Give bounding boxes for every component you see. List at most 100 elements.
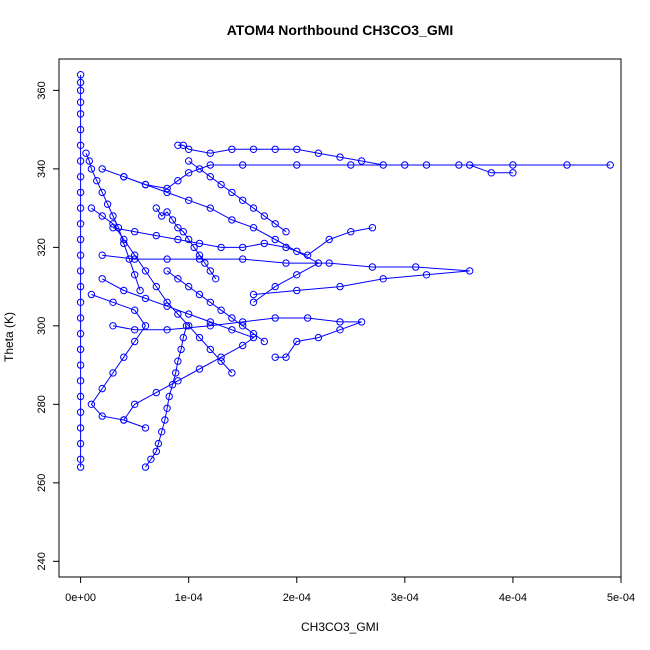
data-point (206, 161, 215, 169)
series-1 (76, 71, 85, 471)
data-point (76, 157, 85, 165)
data-point (314, 149, 323, 157)
data-point (76, 439, 85, 448)
x-tick-label: 0e+00 (65, 592, 96, 604)
data-point (466, 161, 474, 169)
data-point (185, 169, 193, 177)
data-point (185, 282, 193, 291)
data-point (179, 141, 188, 150)
series-13 (82, 149, 144, 295)
data-point (76, 392, 85, 401)
data-point (76, 235, 85, 244)
data-point (228, 145, 236, 154)
data-point (422, 271, 431, 279)
data-point (174, 275, 182, 283)
data-point (147, 455, 155, 463)
data-point (174, 310, 182, 318)
data-point (217, 180, 225, 189)
data-point (76, 251, 85, 259)
data-point (161, 416, 169, 424)
series-line (90, 294, 147, 429)
data-point (368, 224, 377, 232)
y-tick-label: 260 (36, 474, 48, 492)
x-axis: 0e+00 1e-04 2e-04 3e-04 4e-04 5e-04 (65, 576, 635, 604)
series-line (145, 325, 187, 468)
data-point (87, 204, 96, 212)
data-point (239, 322, 247, 330)
data-point (174, 357, 182, 365)
data-point (125, 255, 134, 263)
data-point (303, 314, 312, 322)
data-point (154, 439, 163, 448)
data-point (76, 204, 85, 212)
data-point (249, 298, 258, 306)
series-line (112, 227, 373, 256)
data-point (228, 314, 236, 322)
data-point (206, 318, 215, 326)
data-point (76, 361, 85, 369)
data-point (87, 290, 96, 299)
data-point (120, 173, 128, 181)
data-point (174, 235, 182, 244)
series-line (188, 160, 287, 233)
series-8 (87, 204, 236, 377)
data-point (76, 71, 85, 79)
y-tick-label: 300 (36, 317, 48, 335)
data-point (336, 153, 344, 161)
data-point (76, 220, 85, 228)
data-point (76, 345, 85, 354)
data-point (76, 173, 85, 181)
data-point (109, 212, 117, 220)
data-point (131, 228, 139, 236)
data-point (239, 243, 247, 252)
data-point (314, 259, 323, 267)
series-line (155, 207, 217, 280)
data-point (174, 177, 182, 185)
data-point (163, 404, 171, 412)
data-point (185, 196, 193, 205)
data-point (190, 243, 198, 252)
data-point (185, 310, 193, 318)
data-point (271, 282, 279, 291)
chart-title: ATOM4 Northbound CH3CO3_GMI (227, 22, 454, 38)
data-point (466, 267, 474, 275)
data-point (239, 196, 247, 205)
data-point (217, 243, 225, 252)
data-point (249, 330, 258, 338)
data-point (239, 341, 247, 350)
data-point (217, 353, 225, 361)
data-point (201, 259, 209, 267)
y-tick-label: 360 (36, 81, 48, 99)
data-point (141, 267, 150, 275)
data-point (357, 318, 366, 326)
data-point (368, 263, 377, 271)
data-point (293, 286, 301, 295)
data-point (98, 275, 106, 283)
data-point (76, 424, 85, 432)
data-point (260, 239, 268, 248)
data-point (282, 228, 290, 236)
data-point (76, 455, 85, 463)
data-point (109, 369, 117, 377)
data-point (271, 353, 279, 361)
data-point (76, 110, 85, 118)
y-tick-label: 280 (36, 395, 48, 413)
data-point (76, 125, 85, 134)
data-point (93, 177, 101, 185)
series-layer (76, 71, 614, 471)
data-point (179, 333, 188, 342)
data-point (152, 388, 161, 397)
data-point (163, 184, 171, 193)
data-point (206, 345, 215, 354)
data-point (179, 228, 188, 236)
series-7 (109, 224, 377, 259)
x-tick-label: 2e-04 (283, 592, 311, 604)
data-point (271, 235, 279, 244)
data-point (379, 275, 387, 283)
data-point (136, 286, 144, 295)
data-point (212, 275, 220, 283)
data-point (282, 353, 290, 361)
series-line (177, 144, 513, 174)
data-point (141, 294, 150, 303)
